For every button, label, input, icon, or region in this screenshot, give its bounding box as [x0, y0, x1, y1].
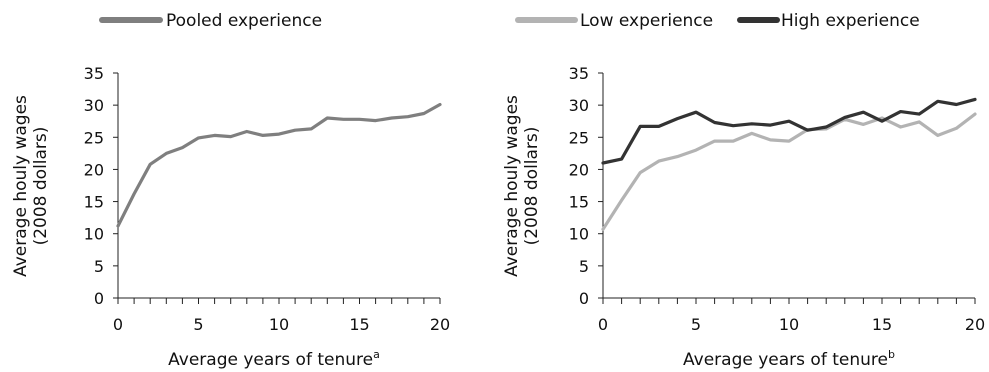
- y-tick-label: 0: [579, 289, 589, 308]
- y-tick-label: 30: [569, 96, 589, 115]
- y-tick-label: 15: [84, 193, 104, 212]
- x-ticks-left: 0 5 10 15 20: [113, 298, 450, 334]
- y-tick-label: 10: [84, 225, 104, 244]
- y-axis-label-right-line2: (2008 dollars): [522, 127, 542, 246]
- y-tick-label: 35: [569, 64, 589, 83]
- y-tick-label: 10: [569, 225, 589, 244]
- y-axis-label-left-line1: Average houly wages: [11, 95, 31, 277]
- series-right: [601, 97, 977, 231]
- series-line-high-experience: [601, 97, 977, 165]
- x-tick-label: 15: [349, 315, 369, 334]
- y-axis-label-left-line2: (2008 dollars): [31, 127, 51, 246]
- x-axis-label-right: Average years of tenureb: [683, 348, 895, 370]
- x-tick-label: 5: [691, 315, 701, 334]
- y-tick-label: 30: [84, 96, 104, 115]
- legend-label-low: Low experience: [580, 11, 713, 31]
- x-ticks-right: 0 5 10 15 20: [598, 298, 985, 334]
- chart-left: Pooled experience 0 5 10 15 20 25 30 35 0 5 10 15 2…: [11, 11, 450, 370]
- y-ticks-left: 0 5 10 15 20 25 30 35: [84, 64, 118, 308]
- x-tick-label: 20: [430, 315, 450, 334]
- series-line-low-experience: [601, 112, 977, 231]
- chart-right: Low experience High experience 0 5 10 15 20 2…: [502, 11, 985, 370]
- y-tick-label: 25: [569, 128, 589, 147]
- y-tick-label: 0: [94, 289, 104, 308]
- y-tick-label: 5: [579, 257, 589, 276]
- x-axis-label-left: Average years of tenurea: [168, 348, 380, 370]
- y-tick-label: 15: [569, 193, 589, 212]
- x-axis-label-left-sup: a: [373, 348, 380, 361]
- y-tick-label: 35: [84, 64, 104, 83]
- y-tick-label: 5: [94, 257, 104, 276]
- y-axis-label-right-line1: Average houly wages: [502, 95, 522, 277]
- y-ticks-right: 0 5 10 15 20 25 30 35: [569, 64, 603, 308]
- y-tick-label: 25: [84, 128, 104, 147]
- legend-label-high: High experience: [781, 11, 920, 31]
- x-tick-label: 0: [598, 315, 608, 334]
- series-left: [116, 102, 442, 228]
- x-axis-label-right-text: Average years of tenure: [683, 350, 888, 370]
- x-tick-label: 10: [779, 315, 799, 334]
- series-line-pooled-experience: [116, 102, 442, 228]
- x-tick-label: 20: [965, 315, 985, 334]
- legend-right: Low experience High experience: [515, 11, 920, 31]
- x-axis-label-right-sup: b: [888, 348, 895, 361]
- x-axis-label-left-text: Average years of tenure: [168, 350, 373, 370]
- x-tick-label: 5: [193, 315, 203, 334]
- x-tick-label: 15: [872, 315, 892, 334]
- legend-left: Pooled experience: [99, 11, 322, 31]
- legend-label-pooled: Pooled experience: [166, 11, 322, 31]
- x-tick-label: 0: [113, 315, 123, 334]
- y-tick-label: 20: [569, 160, 589, 179]
- x-tick-label: 10: [269, 315, 289, 334]
- y-tick-label: 20: [84, 160, 104, 179]
